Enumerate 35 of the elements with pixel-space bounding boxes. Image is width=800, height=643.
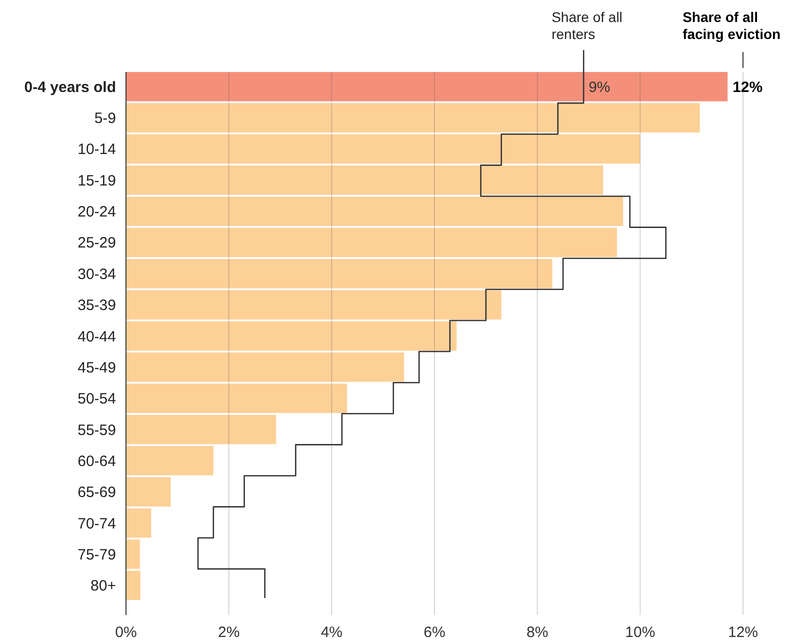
data-label: 12%: [732, 78, 763, 96]
series-label: Share of all renters: [552, 9, 622, 42]
x-tick-label: 6%: [424, 624, 446, 641]
y-tick-label: 70-74: [78, 515, 116, 532]
y-tick-label: 60-64: [78, 452, 116, 470]
x-tick-label: 8%: [526, 624, 548, 641]
y-tick-label: 50-54: [78, 390, 116, 408]
y-tick-label: 40-44: [78, 328, 116, 346]
y-tick-label: 80+: [90, 578, 116, 595]
data-label: 9%: [588, 78, 610, 96]
x-tick-label: 0%: [115, 624, 137, 641]
x-tick-label: 2%: [218, 624, 240, 641]
y-tick-label: 0-4 years old: [24, 78, 116, 96]
y-tick-label: 65-69: [78, 484, 116, 502]
y-tick-label: 15-19: [78, 172, 116, 190]
y-tick-label: 20-24: [78, 204, 116, 221]
x-tick-label: 10%: [625, 624, 656, 641]
y-tick-label: 25-29: [78, 234, 116, 252]
text: Share of all facing eviction: [682, 9, 781, 42]
bar: [126, 72, 728, 102]
y-tick-label: 55-59: [78, 422, 116, 439]
y-tick-label: 10-14: [78, 141, 116, 158]
y-tick-label: 35-39: [78, 297, 116, 314]
bar: [126, 134, 640, 164]
y-tick-label: 75-79: [78, 546, 116, 564]
x-tick-label: 4%: [320, 624, 343, 641]
bar: [126, 228, 618, 258]
y-tick-label: 45-49: [78, 359, 116, 376]
bar: [126, 414, 276, 444]
y-tick-label: 30-34: [78, 266, 116, 283]
x-tick-label: 12%: [728, 624, 758, 641]
bar: [126, 103, 700, 132]
bar: [126, 321, 457, 351]
y-tick-label: 5-9: [94, 110, 116, 128]
bar: [126, 508, 152, 538]
